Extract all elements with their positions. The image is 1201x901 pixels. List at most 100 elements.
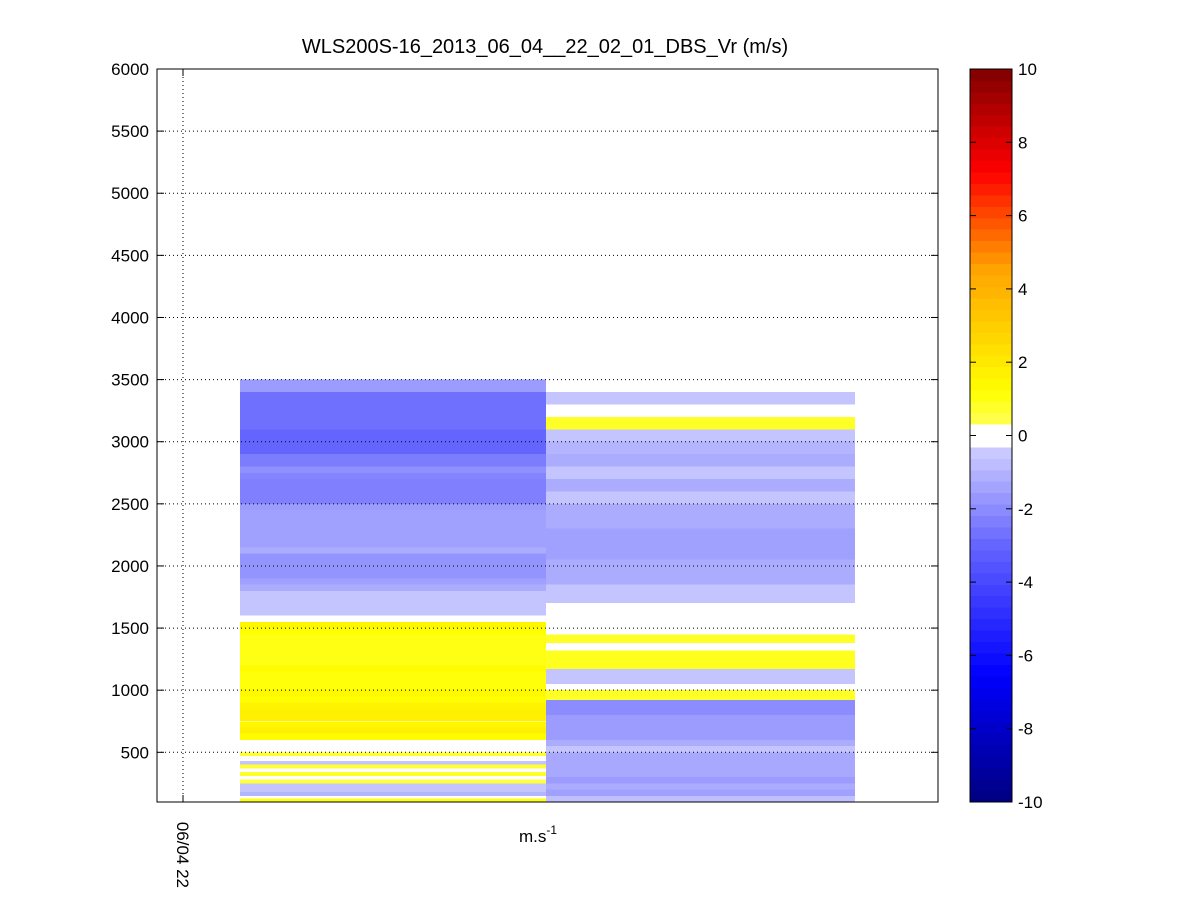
- colorbar-block: [970, 538, 1012, 551]
- colorbar-block: [970, 149, 1012, 162]
- heatmap-cell: [546, 392, 855, 405]
- heatmap-cell: [240, 454, 546, 467]
- colorbar-block: [970, 240, 1012, 253]
- colorbar-block: [970, 252, 1012, 265]
- plot-area: 500 1000 1500 2000 2500 3000 3500 4000 4500 5000 5…: [111, 60, 939, 888]
- colorbar-block: [970, 527, 1012, 539]
- heatmap-cell: [240, 578, 546, 585]
- colorbar-block: [970, 412, 1012, 425]
- heatmap-cell: [546, 715, 855, 740]
- colorbar-tick-label: -4: [1018, 573, 1033, 592]
- colorbar-block: [970, 492, 1012, 505]
- heatmap-cell: [240, 708, 546, 722]
- heatmap-cell: [240, 702, 546, 709]
- colorbar-block: [970, 676, 1012, 688]
- x-axis-label: m.s-1: [519, 823, 557, 846]
- colorbar-block: [970, 630, 1012, 643]
- heatmap-cell: [240, 621, 546, 629]
- colorbar-tick-label: -2: [1018, 500, 1033, 519]
- heatmap-cell: [546, 683, 855, 691]
- colorbar-block: [970, 172, 1012, 184]
- heatmap-cell: [546, 466, 855, 479]
- heatmap-cell: [546, 795, 855, 802]
- heatmap-cell: [240, 584, 546, 591]
- heatmap-cell: [240, 392, 546, 430]
- colorbar-block: [970, 343, 1012, 356]
- heatmap-cell: [240, 783, 546, 793]
- colorbar-block: [970, 515, 1012, 528]
- x-axis-label-base: m.s: [519, 827, 546, 846]
- colorbar-block: [970, 229, 1012, 242]
- y-tick-label: 1500: [111, 619, 149, 638]
- colorbar-block: [970, 435, 1012, 448]
- heatmap-cell: [240, 775, 546, 780]
- colorbar-block: [970, 217, 1012, 230]
- colorbar-block: [970, 595, 1012, 608]
- colorbar-block: [970, 114, 1012, 127]
- colorbar-block: [970, 653, 1012, 665]
- y-tick-label: 3500: [111, 371, 149, 390]
- colorbar-block: [970, 458, 1012, 471]
- colorbar-block: [970, 91, 1012, 104]
- heatmap-cell: [546, 559, 855, 585]
- colorbar-block: [970, 767, 1012, 780]
- y-tick-label: 3000: [111, 433, 149, 452]
- colorbar-block: [970, 126, 1012, 139]
- colorbar-block: [970, 721, 1012, 734]
- colorbar-block: [970, 664, 1012, 677]
- x-tick-label: 06/04 22: [173, 822, 192, 888]
- colorbar-block: [970, 641, 1012, 654]
- colorbar-block: [970, 275, 1012, 288]
- colorbar-block: [970, 572, 1012, 585]
- colorbar-block: [970, 206, 1012, 219]
- heatmap-cells: [240, 379, 855, 802]
- heatmap-cell: [546, 739, 855, 747]
- heatmap-cell: [240, 721, 546, 728]
- colorbar-block: [970, 687, 1012, 700]
- heatmap-cell: [240, 733, 546, 740]
- colorbar-block: [970, 103, 1012, 116]
- colorbar-block: [970, 320, 1012, 333]
- colorbar-tick-label: 2: [1018, 353, 1027, 372]
- colorbar-block: [970, 263, 1012, 276]
- heatmap-cell: [240, 772, 546, 776]
- y-tick-label: 5000: [111, 184, 149, 203]
- heatmap-cell: [546, 584, 855, 604]
- heatmap-cell: [546, 690, 855, 701]
- heatmap-cell: [546, 491, 855, 504]
- heatmap-cell: [546, 642, 855, 651]
- colorbar-block: [970, 733, 1012, 746]
- heatmap-cell: [546, 700, 855, 716]
- colorbar-block: [970, 80, 1012, 93]
- colorbar-block: [970, 550, 1012, 562]
- heatmap-cell: [240, 466, 546, 473]
- heatmap-cell: [546, 783, 855, 790]
- colorbar-block: [970, 561, 1012, 574]
- heatmap-cell: [240, 764, 546, 769]
- colorbar-block: [970, 779, 1012, 791]
- heatmap-cell: [240, 798, 546, 802]
- heatmap-cell: [240, 547, 546, 554]
- y-tick-label: 6000: [111, 60, 149, 79]
- heatmap-cell: [546, 634, 855, 643]
- heatmap-cell: [240, 665, 546, 672]
- colorbar-block: [970, 389, 1012, 402]
- heatmap-cell: [240, 727, 546, 734]
- colorbar-block: [970, 355, 1012, 368]
- heatmap-cell: [240, 768, 546, 773]
- heatmap-cell: [546, 429, 855, 442]
- y-tick-label: 2000: [111, 557, 149, 576]
- colorbar-block: [970, 137, 1012, 150]
- y-tick-label: 4500: [111, 246, 149, 265]
- x-axis-label-exponent: -1: [546, 823, 557, 837]
- heatmap-cell: [546, 650, 855, 670]
- colorbar-tick-label: -6: [1018, 646, 1033, 665]
- heatmap-cell: [240, 628, 546, 635]
- colorbar-tick-label: 8: [1018, 133, 1027, 152]
- y-tick-label: 4000: [111, 308, 149, 327]
- heatmap-cell: [240, 795, 546, 799]
- heatmap-cell: [546, 441, 855, 455]
- heatmap-cell: [546, 404, 855, 417]
- heatmap-cell: [240, 503, 546, 511]
